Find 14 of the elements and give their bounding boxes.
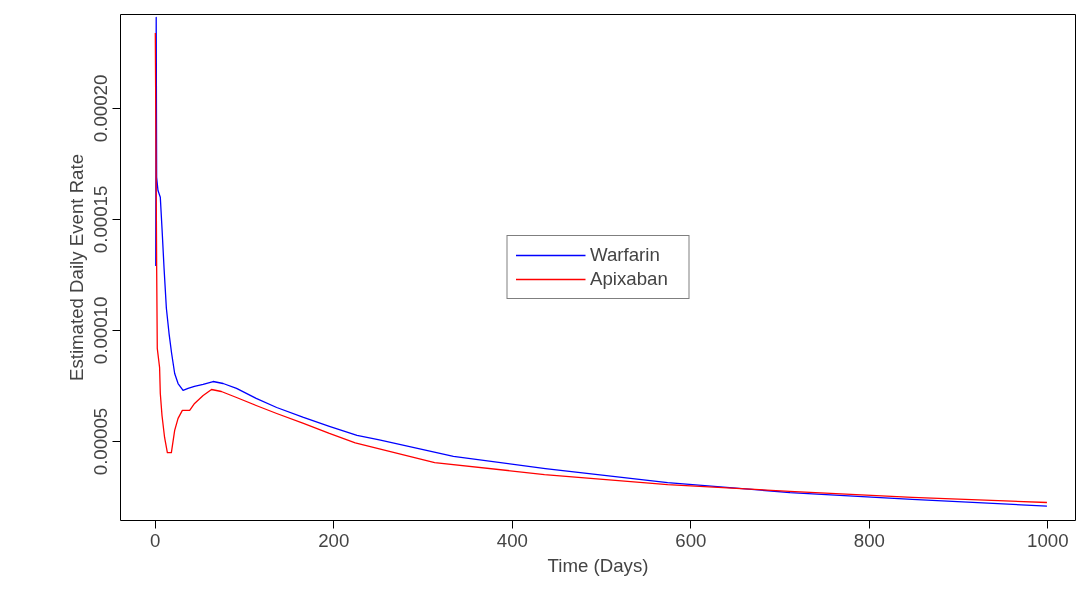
- y-tick-label: 0.00005: [90, 407, 112, 476]
- legend-label: Apixaban: [590, 268, 669, 290]
- legend-label: Warfarin: [590, 244, 661, 266]
- x-tick-label: 200: [318, 529, 350, 551]
- y-tick-label: 0.00010: [90, 296, 112, 365]
- x-tick-label: 600: [675, 529, 707, 551]
- x-tick-label: 0: [150, 529, 161, 551]
- x-tick-label: 1000: [1027, 529, 1069, 551]
- y-axis-title: Estimated Daily Event Rate: [65, 153, 87, 382]
- y-tick-label: 0.00020: [90, 74, 112, 143]
- x-tick-label: 800: [853, 529, 885, 551]
- x-axis-title: Time (Days): [547, 554, 649, 576]
- y-tick-label: 0.00015: [90, 185, 112, 254]
- x-tick-label: 400: [496, 529, 528, 551]
